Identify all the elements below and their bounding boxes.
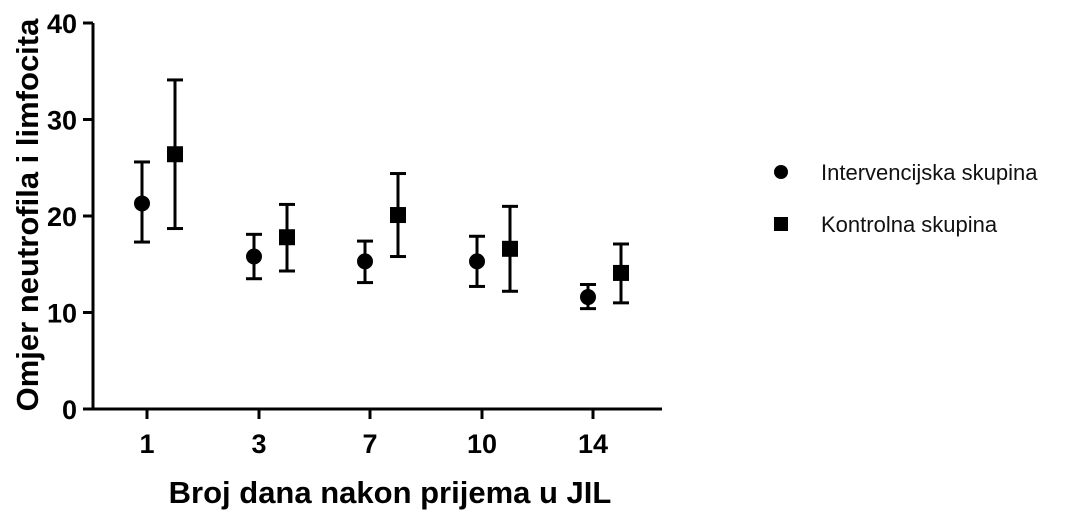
x-axis-label: Broj dana nakon prijema u JIL: [169, 475, 612, 510]
data-point-circle: [134, 195, 150, 212]
data-point-square: [279, 229, 295, 246]
x-tick-label: 7: [362, 429, 377, 459]
x-tick-label: 10: [467, 429, 497, 459]
legend-label: Intervencijska skupina: [821, 160, 1038, 185]
y-tick-label: 20: [47, 202, 77, 232]
legend-marker-circle: [774, 165, 788, 179]
legend: Intervencijska skupina Kontrolna skupina: [774, 160, 1038, 237]
data-point-square: [167, 146, 183, 163]
x-tick-label: 1: [139, 429, 154, 459]
data-point-square: [613, 264, 629, 281]
axes: 0 10 20 30 40 1 3 7 10 14: [47, 9, 662, 459]
data-point-square: [390, 207, 406, 224]
y-axis-label: Omjer neutrofila i limfocita: [10, 18, 45, 411]
data-point-circle: [246, 248, 262, 265]
data-point-circle: [357, 253, 373, 270]
y-tick-label: 0: [62, 395, 77, 425]
x-tick-label: 3: [251, 429, 266, 459]
legend-label: Kontrolna skupina: [821, 212, 998, 237]
data-marks: [134, 78, 629, 311]
y-tick-label: 10: [47, 299, 77, 329]
legend-marker-square: [774, 217, 788, 231]
data-point-circle: [469, 253, 485, 270]
y-tick-label: 30: [47, 106, 77, 136]
y-tick-label: 40: [47, 9, 77, 39]
data-point-circle: [580, 289, 596, 306]
data-point-square: [502, 240, 518, 257]
x-tick-label: 14: [578, 429, 608, 459]
